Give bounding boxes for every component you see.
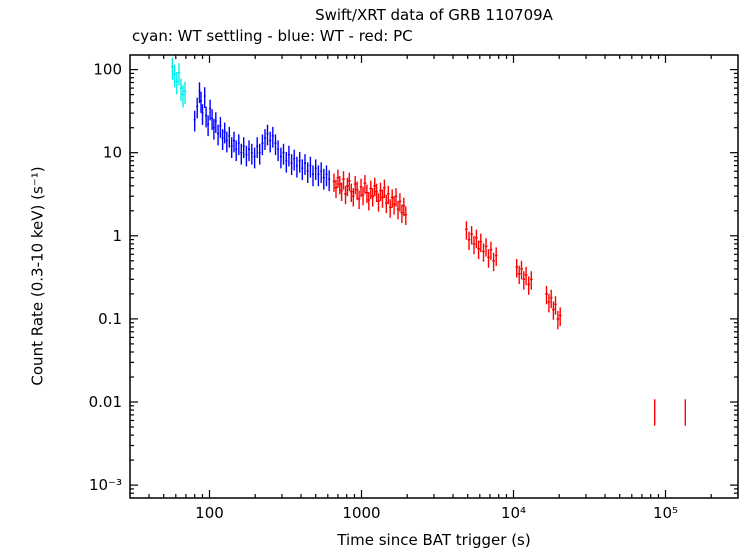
svg-text:10: 10 <box>103 144 122 162</box>
svg-text:10⁻³: 10⁻³ <box>89 476 122 494</box>
x-tick-labels: 100 1000 10⁴ 10⁵ <box>195 504 678 522</box>
svg-text:0.1: 0.1 <box>98 310 122 328</box>
svg-text:1: 1 <box>112 227 122 245</box>
chart-title: Swift/XRT data of GRB 110709A <box>315 6 553 24</box>
x-axis-label: Time since BAT trigger (s) <box>337 531 531 549</box>
svg-text:100: 100 <box>93 61 122 79</box>
plot-frame <box>129 54 739 499</box>
chart-subtitle: cyan: WT settling - blue: WT - red: PC <box>132 27 413 45</box>
svg-text:100: 100 <box>195 504 224 522</box>
svg-text:10⁵: 10⁵ <box>653 504 678 522</box>
series-pc <box>332 169 562 330</box>
axis-ticks <box>130 55 738 498</box>
svg-text:10⁴: 10⁴ <box>501 504 526 522</box>
series-wt <box>193 82 331 192</box>
svg-text:0.01: 0.01 <box>89 393 122 411</box>
svg-text:1000: 1000 <box>342 504 380 522</box>
series-pc-late <box>654 399 686 426</box>
series-wt-settling <box>171 57 187 108</box>
y-tick-labels: 10⁻³ 0.01 0.1 1 10 100 <box>89 61 122 495</box>
